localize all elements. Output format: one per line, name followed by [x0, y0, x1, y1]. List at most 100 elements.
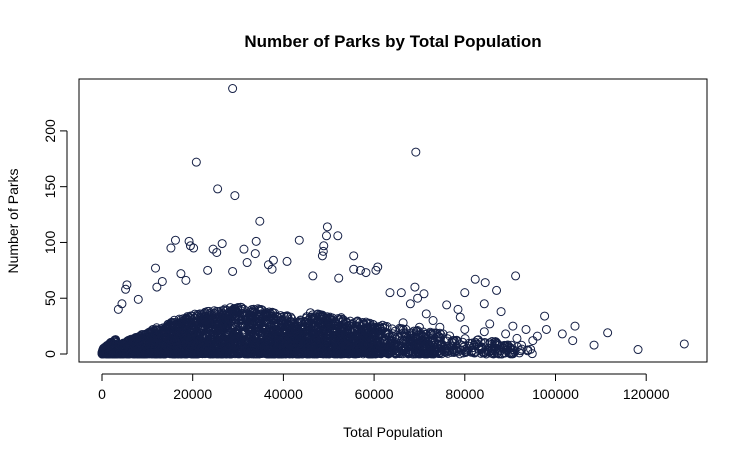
data-point	[400, 328, 410, 338]
data-point	[321, 337, 331, 347]
data-point	[228, 266, 238, 276]
data-point	[212, 247, 222, 257]
data-point	[342, 346, 352, 356]
data-point	[315, 349, 325, 359]
data-point	[266, 348, 276, 358]
data-point	[322, 222, 332, 232]
data-point	[142, 346, 152, 356]
data-point	[251, 236, 261, 246]
data-point	[557, 329, 567, 339]
data-point	[224, 337, 234, 347]
data-point	[568, 336, 578, 346]
data-point	[195, 324, 205, 334]
data-point	[245, 314, 255, 324]
data-point	[452, 347, 462, 357]
data-point	[250, 249, 260, 259]
data-point	[228, 84, 238, 94]
data-point	[511, 271, 521, 281]
data-point	[349, 335, 359, 345]
data-point	[364, 326, 374, 336]
data-point	[182, 349, 192, 359]
data-point	[337, 337, 347, 347]
data-point	[330, 348, 340, 358]
data-point	[239, 244, 249, 254]
data-point	[333, 348, 343, 358]
data-point	[230, 191, 240, 201]
data-point	[241, 345, 251, 355]
data-point	[182, 313, 192, 323]
data-point	[435, 328, 445, 338]
data-point	[507, 344, 517, 354]
data-point	[276, 346, 286, 356]
data-point	[151, 325, 161, 335]
data-point	[110, 339, 120, 349]
data-point	[343, 334, 353, 344]
data-point	[113, 304, 123, 314]
data-point	[205, 308, 215, 318]
data-point	[355, 326, 365, 336]
data-point	[570, 321, 580, 331]
data-point	[272, 315, 282, 325]
data-point	[115, 349, 125, 359]
data-point	[469, 340, 479, 350]
data-point	[460, 288, 470, 298]
data-point	[270, 321, 280, 331]
data-point	[492, 285, 502, 295]
data-point	[262, 329, 272, 339]
data-point	[419, 289, 429, 299]
data-point	[243, 309, 253, 319]
data-point	[217, 331, 227, 341]
data-point	[204, 323, 214, 333]
data-point	[485, 319, 495, 329]
data-point	[541, 324, 551, 334]
data-point	[160, 349, 170, 359]
data-point	[633, 345, 643, 355]
data-point	[380, 322, 390, 332]
data-point	[265, 349, 275, 359]
data-point	[312, 341, 322, 351]
data-point	[490, 337, 500, 347]
data-point	[460, 324, 470, 334]
data-point	[499, 340, 509, 350]
data-point	[523, 346, 533, 356]
data-point	[262, 339, 272, 349]
data-point	[270, 325, 280, 335]
data-point	[102, 342, 112, 352]
data-point	[228, 338, 238, 348]
data-point	[352, 344, 362, 354]
data-point	[155, 349, 165, 359]
data-point	[397, 341, 407, 351]
data-point	[270, 308, 280, 318]
data-point	[170, 321, 180, 331]
data-point	[332, 321, 342, 331]
x-tick-label: 120000	[623, 386, 670, 402]
data-point	[254, 305, 264, 315]
data-point	[496, 307, 506, 317]
data-point	[508, 321, 518, 331]
x-axis: 0 20000 40000 60000 80000 100000 120000	[98, 373, 670, 402]
data-point	[512, 342, 522, 352]
data-point	[470, 274, 480, 284]
data-point	[290, 346, 300, 356]
data-point	[254, 323, 264, 333]
data-point	[301, 332, 311, 342]
data-point	[336, 314, 346, 324]
data-point	[514, 348, 524, 358]
data-point	[294, 235, 304, 245]
data-point	[401, 343, 411, 353]
data-point	[284, 321, 294, 331]
data-point	[152, 331, 162, 341]
data-point	[193, 348, 203, 358]
data-point	[404, 349, 414, 359]
data-point	[521, 324, 531, 334]
data-point	[151, 263, 161, 273]
y-tick-label: 200	[42, 119, 58, 143]
data-point	[282, 256, 292, 266]
data-point	[378, 347, 388, 357]
chart-title: Number of Parks by Total Population	[244, 32, 541, 51]
data-point	[187, 329, 197, 339]
data-point	[352, 321, 362, 331]
data-point	[200, 314, 210, 324]
